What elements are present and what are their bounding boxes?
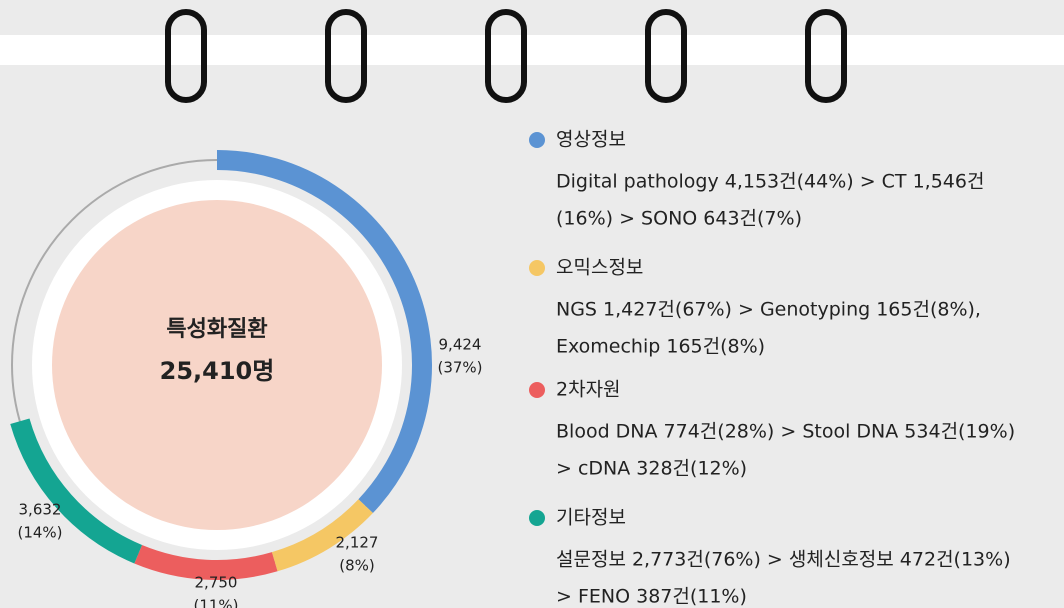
infographic: 특성화질환 25,410명 9,424 (37%) 영상정보 Digital path… [0,0,1064,608]
donut-segment [138,554,275,570]
binder-band [0,35,1064,65]
legend-detail: Digital pathology 4,153건(44%) > CT 1,546… [556,171,984,193]
legend-marker [529,132,545,148]
center-title: 특성화질환 [166,317,267,342]
legend-marker [529,382,545,398]
value-label: 9,424 [439,336,482,354]
value-label: 3,632 [19,501,62,519]
percent-label: (11%) [193,597,238,608]
legend-detail: (16%) > SONO 643건(7%) [556,208,802,230]
legend-detail: Exomechip 165건(8%) [556,336,765,358]
legend-detail: 설문정보 2,773건(76%) > 생체신호정보 472건(13%) [556,549,1011,571]
legend-marker [529,510,545,526]
legend-detail: NGS 1,427건(67%) > Genotyping 165건(8%), [556,299,981,321]
legend-marker [529,260,545,276]
percent-label: (37%) [437,359,482,377]
value-label: 2,127 [336,534,379,552]
legend-name: 영상정보 [556,129,626,151]
legend-detail: Blood DNA 774건(28%) > Stool DNA 534건(19%… [556,421,1015,443]
legend-name: 2차자원 [556,379,621,401]
legend-name: 오믹스정보 [556,257,643,279]
legend-detail: > FENO 387건(11%) [556,586,747,608]
value-label: 2,750 [195,574,238,592]
legend-name: 기타정보 [556,507,626,529]
center-total: 25,410명 [160,357,275,385]
percent-label: (14%) [17,524,62,542]
legend-detail: > cDNA 328건(12%) [556,458,747,480]
percent-label: (8%) [339,557,375,575]
